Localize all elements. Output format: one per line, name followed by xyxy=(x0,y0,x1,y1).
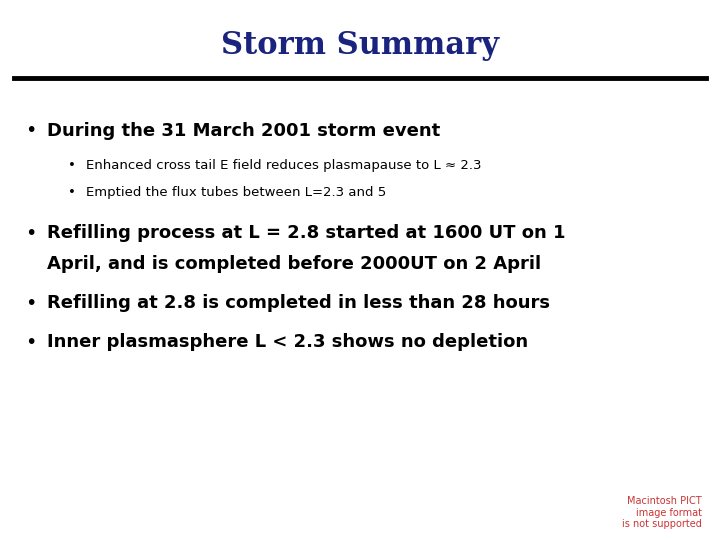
Text: Inner plasmasphere L < 2.3 shows no depletion: Inner plasmasphere L < 2.3 shows no depl… xyxy=(47,333,528,351)
Text: Refilling process at L = 2.8 started at 1600 UT on 1: Refilling process at L = 2.8 started at … xyxy=(47,224,565,242)
Text: •: • xyxy=(25,224,37,243)
Text: Refilling at 2.8 is completed in less than 28 hours: Refilling at 2.8 is completed in less th… xyxy=(47,294,550,312)
Text: •: • xyxy=(25,294,37,313)
Text: Enhanced cross tail E field reduces plasmapause to L ≈ 2.3: Enhanced cross tail E field reduces plas… xyxy=(86,159,482,172)
Text: Macintosh PICT
image format
is not supported: Macintosh PICT image format is not suppo… xyxy=(622,496,702,529)
Text: During the 31 March 2001 storm event: During the 31 March 2001 storm event xyxy=(47,122,440,139)
Text: Emptied the flux tubes between L=2.3 and 5: Emptied the flux tubes between L=2.3 and… xyxy=(86,186,387,199)
Text: •: • xyxy=(68,159,76,172)
Text: •: • xyxy=(25,333,37,352)
Text: April, and is completed before 2000UT on 2 April: April, and is completed before 2000UT on… xyxy=(47,255,541,273)
Text: Storm Summary: Storm Summary xyxy=(221,30,499,60)
Text: •: • xyxy=(68,186,76,199)
Text: •: • xyxy=(25,122,37,140)
